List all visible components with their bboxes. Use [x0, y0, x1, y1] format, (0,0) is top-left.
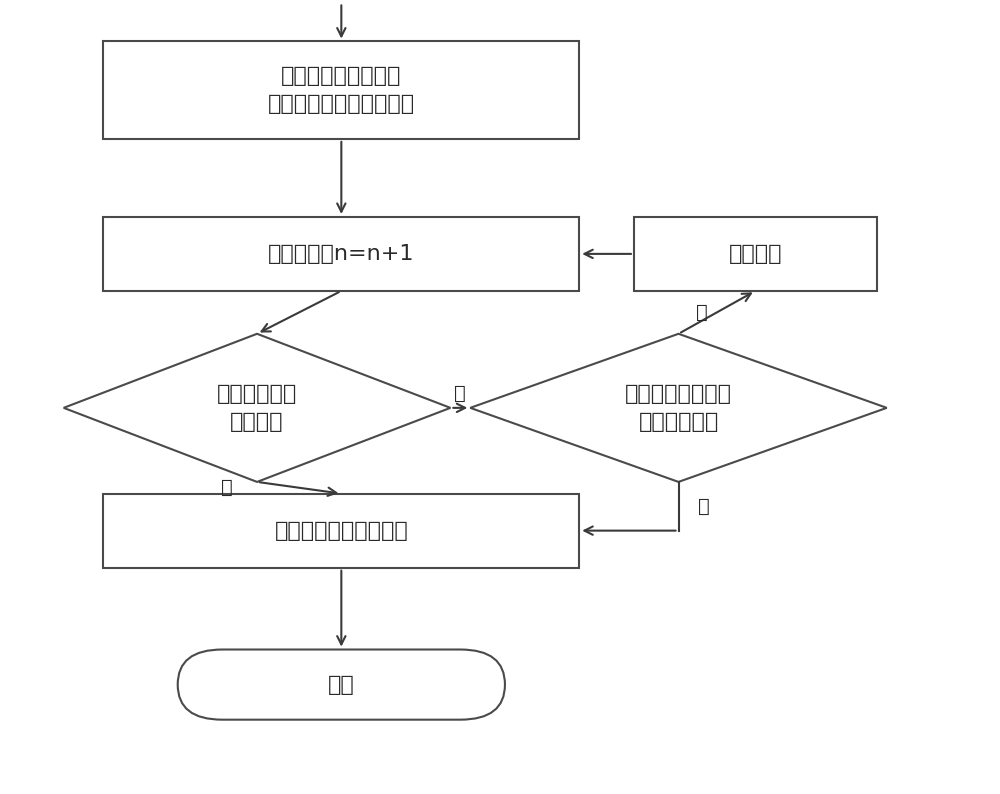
FancyBboxPatch shape — [103, 217, 579, 291]
Text: 电压崩溃指数是否
小于指数阈值: 电压崩溃指数是否 小于指数阈值 — [625, 384, 732, 432]
FancyBboxPatch shape — [103, 494, 579, 568]
Text: 是: 是 — [698, 497, 710, 516]
Text: 结束: 结束 — [328, 675, 355, 695]
Text: 否: 否 — [221, 478, 232, 497]
Text: 否: 否 — [696, 303, 708, 322]
Text: 初始潮流计算，求解
预测步长、电压崩溃指数: 初始潮流计算，求解 预测步长、电压崩溃指数 — [268, 66, 415, 114]
Text: 推演计数：n=n+1: 推演计数：n=n+1 — [268, 244, 415, 264]
Text: 状态推演: 状态推演 — [729, 244, 782, 264]
FancyBboxPatch shape — [178, 649, 505, 719]
Polygon shape — [470, 333, 887, 482]
Text: 求解系统极限传输容量: 求解系统极限传输容量 — [274, 521, 408, 541]
FancyBboxPatch shape — [103, 41, 579, 139]
Text: 是: 是 — [454, 384, 466, 403]
Text: 潮流是否小于
安全阈值: 潮流是否小于 安全阈值 — [217, 384, 297, 432]
Polygon shape — [64, 333, 450, 482]
FancyBboxPatch shape — [634, 217, 877, 291]
